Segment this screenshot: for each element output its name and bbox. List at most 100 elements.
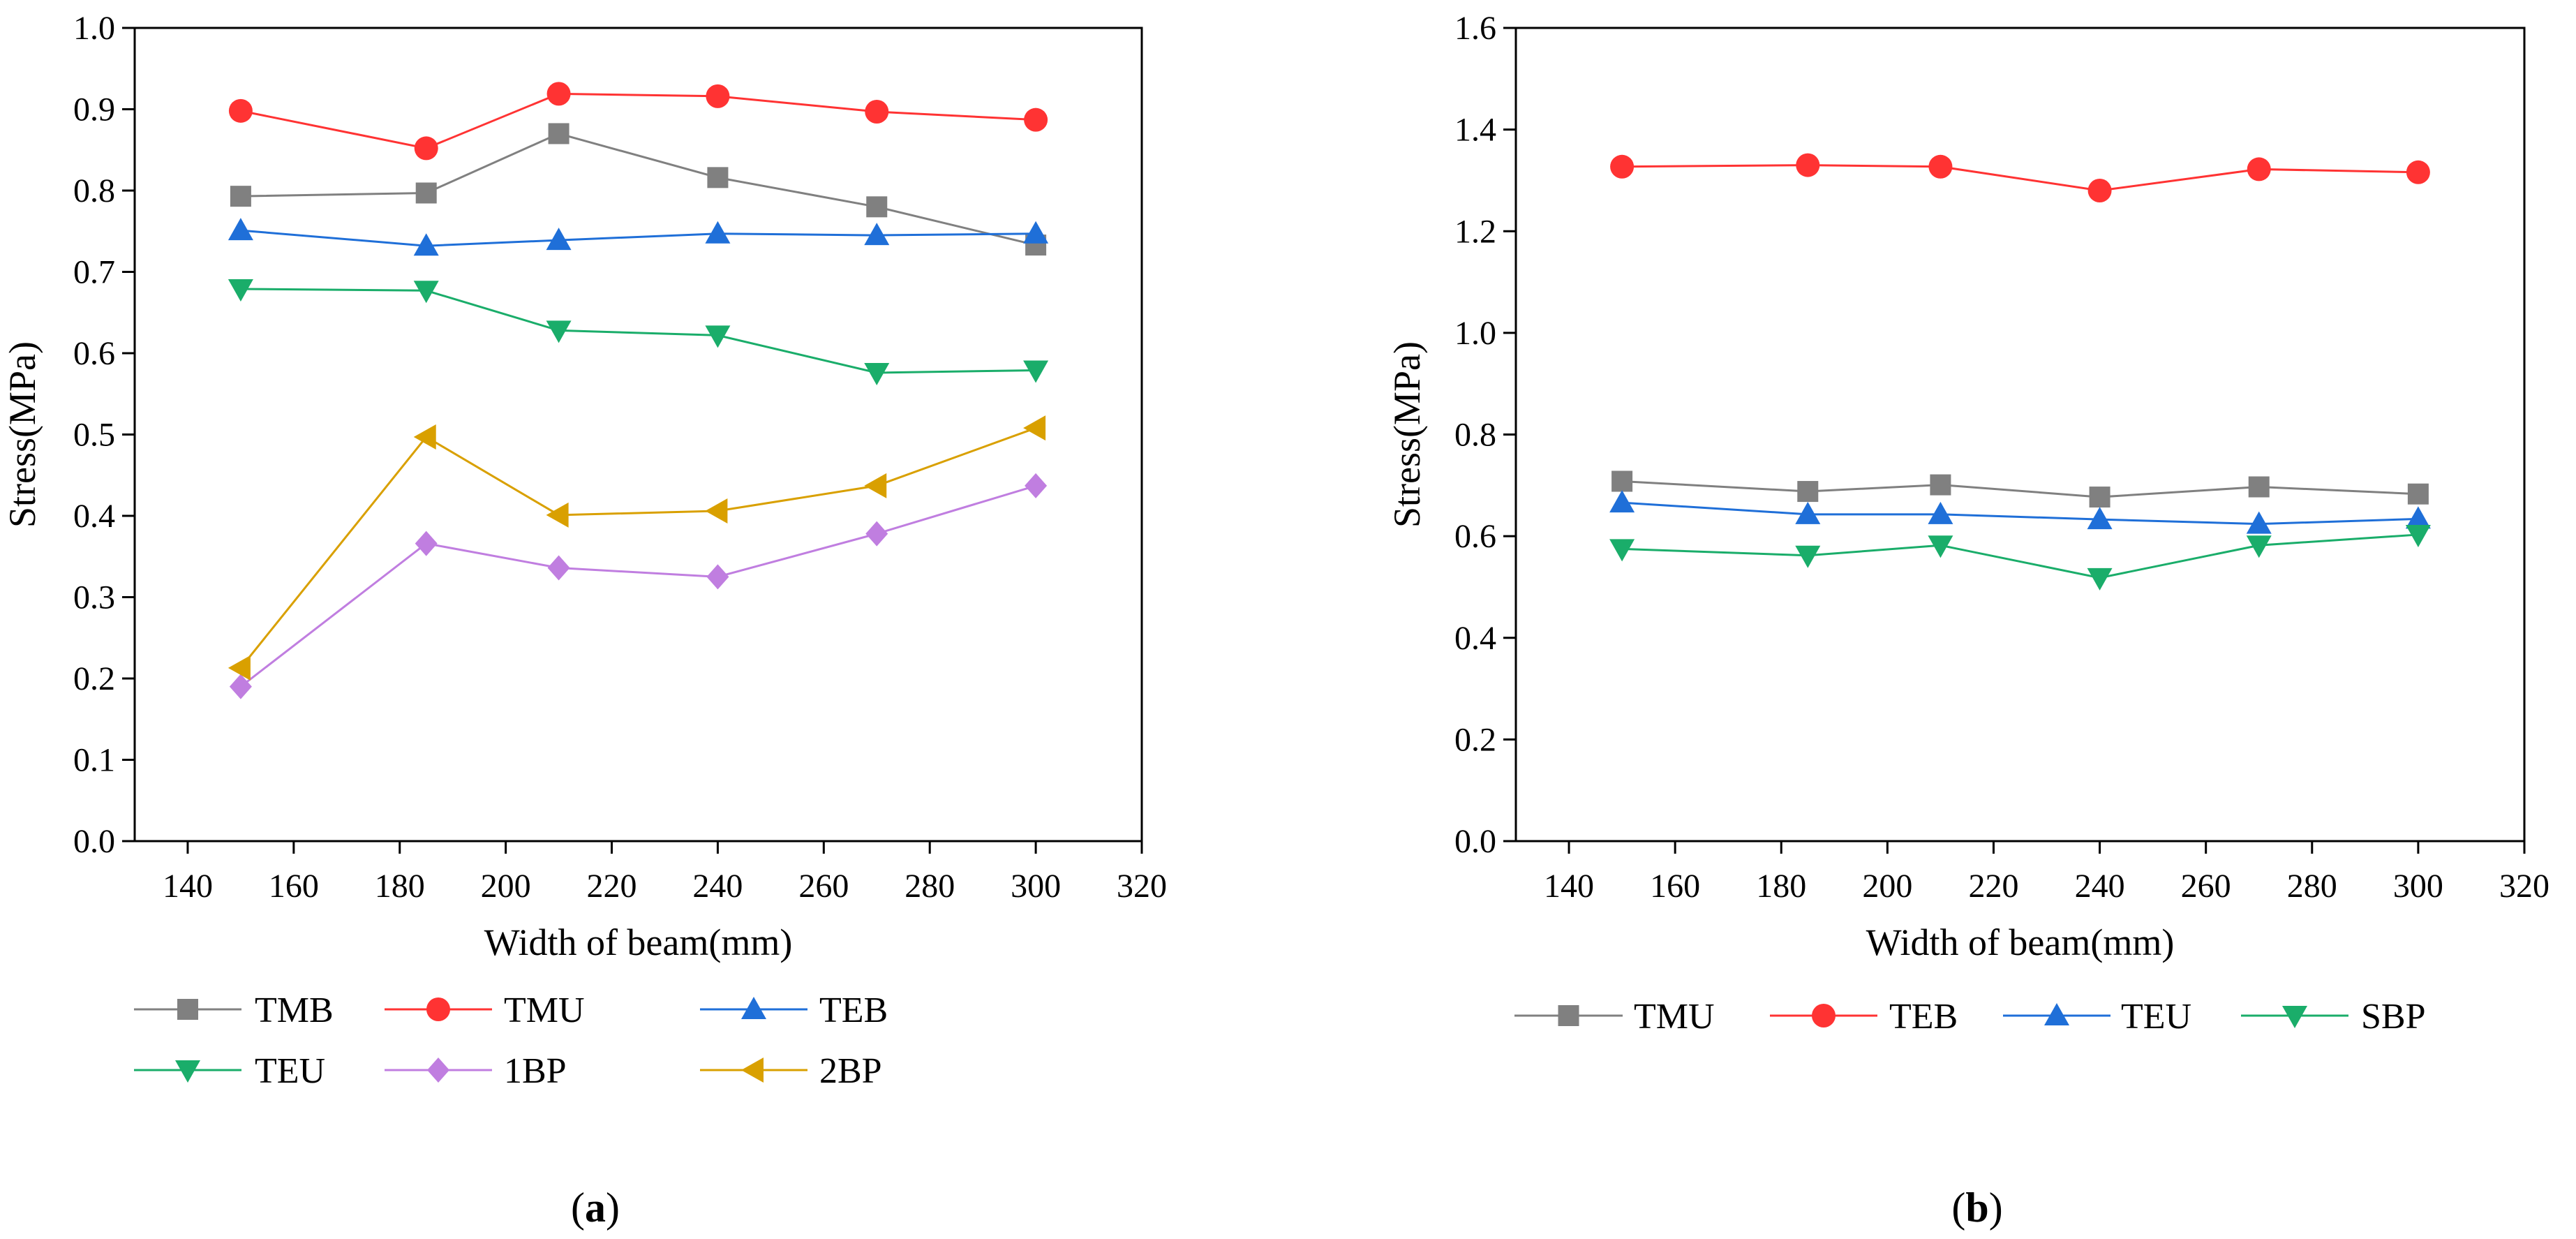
panel-b-data-point-SBP [1795,545,1821,568]
panel-b-series-line-TEB [1622,164,2418,192]
panel-b-legend-entry-TEB: TEB [1770,997,1958,1037]
panel-b-data-point-TEB [2247,157,2271,181]
panel-a-data-point-2BP [864,473,887,498]
panel-b-y-axis-title: Stress(MPa) [1386,341,1428,528]
panel-a-data-point-TMB [548,123,569,144]
panel-b-data-point-SBP [2087,567,2113,591]
panel-a-series-line-TEB [240,229,1036,247]
panel-a-data-point-TMB [415,182,437,204]
panel-a-data-point-TEB [864,223,890,246]
panel-a-series-line-TMB [240,132,1036,246]
panel-b-xtick-label: 160 [1650,868,1700,905]
panel-b-series-TMU [1611,470,2429,508]
panel-b-caption-letter: b [1965,1185,1988,1231]
panel-b-xtick-label: 180 [1756,868,1806,905]
panel-a-legend-entry-TMU: TMU [385,991,585,1030]
panel-b-xtick-label: 200 [1862,868,1912,905]
panel-b-data-point-SBP [1609,539,1635,562]
panel-b-x-axis-title: Width of beam(mm) [1866,921,2175,963]
panel-b-xtick-label: 300 [2393,868,2443,905]
panel-a-plot-frame [133,27,1143,843]
panel-a-series-line-2BP [239,426,1036,669]
panel-a-ytick-label: 0.2 [73,660,115,697]
panel-a-data-point-1BP [1025,473,1048,498]
panel-b-data-point-TEU [2405,506,2431,529]
panel-b-caption-label: (b) [1951,1185,2002,1231]
panel-a-data-point-TMU [865,99,889,124]
panel-a-series-line-TMU [240,92,1036,149]
panel-b-legend-marker [2044,1003,2069,1025]
panel-a-caption-letter: a [585,1185,606,1231]
panel-b-ytick-label: 1.4 [1454,112,1496,149]
panel-a-xtick-label: 240 [692,868,743,905]
panel-a-xtick-label: 220 [587,868,637,905]
panel-a-xtick-label: 160 [269,868,319,905]
panel-a-legend-marker [741,997,766,1019]
panel-a-legend-label: TEB [819,991,888,1030]
panel-b-series-SBP [1609,524,2431,591]
panel-b-legend-marker [1812,1004,1836,1027]
panel-b-series-line-TEU [1622,501,2418,526]
panel-a-xtick-label: 320 [1117,868,1167,905]
panel-b-data-point-TEU [2246,511,2272,534]
panel-b-data-point-SBP [2405,524,2431,547]
panel-b-xtick-label: 140 [1544,868,1594,905]
panel-a-legend-marker [427,1058,449,1083]
panel-a-series-TMB [230,123,1047,256]
panel-a-data-point-TEB [705,221,731,244]
panel-b-xtick-label: 320 [2499,868,2549,905]
panel-a-data-point-1BP [415,531,438,556]
panel-a-xtick-label: 200 [481,868,531,905]
panel-a-series-1BP [229,473,1048,699]
panel-b-ytick-label: 0.0 [1454,823,1496,860]
panel-a-data-point-1BP [865,521,888,547]
panel-b-ytick-label: 0.6 [1454,518,1496,555]
panel-b-legend-entry-TMU: TMU [1514,997,1715,1037]
panel-a-legend-marker [177,999,198,1020]
panel-a-legend-label: 1BP [504,1051,567,1091]
panel-b-xtick-label: 240 [2075,868,2125,905]
panel-b-data-point-TEU [1609,490,1635,513]
panel-b-legend-marker [1558,1005,1579,1026]
panel-a-data-point-TMB [866,196,888,218]
panel-a-ytick-label: 0.9 [73,91,115,128]
panel-a-data-point-TEU [864,362,890,385]
panel-b-ytick-label: 0.2 [1454,721,1496,758]
panel-b-series-line-TMU [1622,480,2418,498]
panel-b-legend-marker [2282,1006,2307,1028]
panel-a-data-point-TEU [228,279,253,302]
panel-b-data-point-TMU [1797,481,1819,503]
panel-a-legend-marker [741,1058,764,1083]
panel-b-data-point-TEB [1610,154,1635,179]
panel-b-ytick-label: 1.2 [1454,213,1496,250]
panel-a-xtick-label: 180 [375,868,425,905]
panel-b-data-point-SBP [1928,535,1953,558]
panel-a-xtick-label: 260 [798,868,849,905]
panel-a-data-point-TMU [228,98,253,123]
panel-a-ytick-label: 0.7 [73,254,115,291]
panel-a-ytick-label: 0.1 [73,742,115,779]
panel-b-legend-label: TEU [2121,997,2191,1037]
panel-a-data-point-2BP [1023,415,1046,441]
panel-a-data-point-TMB [707,167,729,188]
panel-b-xtick-label: 220 [1968,868,2018,905]
panel-b-legend-label: TMU [1634,997,1715,1037]
panel-a-ytick-label: 0.5 [73,417,115,454]
panel-a-data-point-2BP [546,502,569,528]
panel-a-legend-entry-TEU: TEU [134,1051,325,1091]
panel-a-data-point-TEU [705,325,731,348]
panel-b-data-point-TEU [1795,501,1821,524]
panel-a-series-TEB [228,218,1049,256]
panel-a-ytick-label: 0.3 [73,579,115,616]
panel-b-data-point-TEB [2406,160,2430,184]
panel-a-ytick-label: 1.0 [73,10,115,47]
panel-b-ytick-label: 1.6 [1454,10,1496,47]
panel-b-data-point-TEB [1928,154,1953,179]
panel-b-data-point-TEU [1928,501,1953,524]
panel-a-legend-marker [426,997,450,1021]
panel-b-data-point-TMU [2407,483,2429,505]
panel-a-data-point-TMB [230,186,251,207]
panel-a-data-point-TMU [414,136,438,161]
panel-a-y-axis-title: Stress(MPa) [1,341,43,528]
